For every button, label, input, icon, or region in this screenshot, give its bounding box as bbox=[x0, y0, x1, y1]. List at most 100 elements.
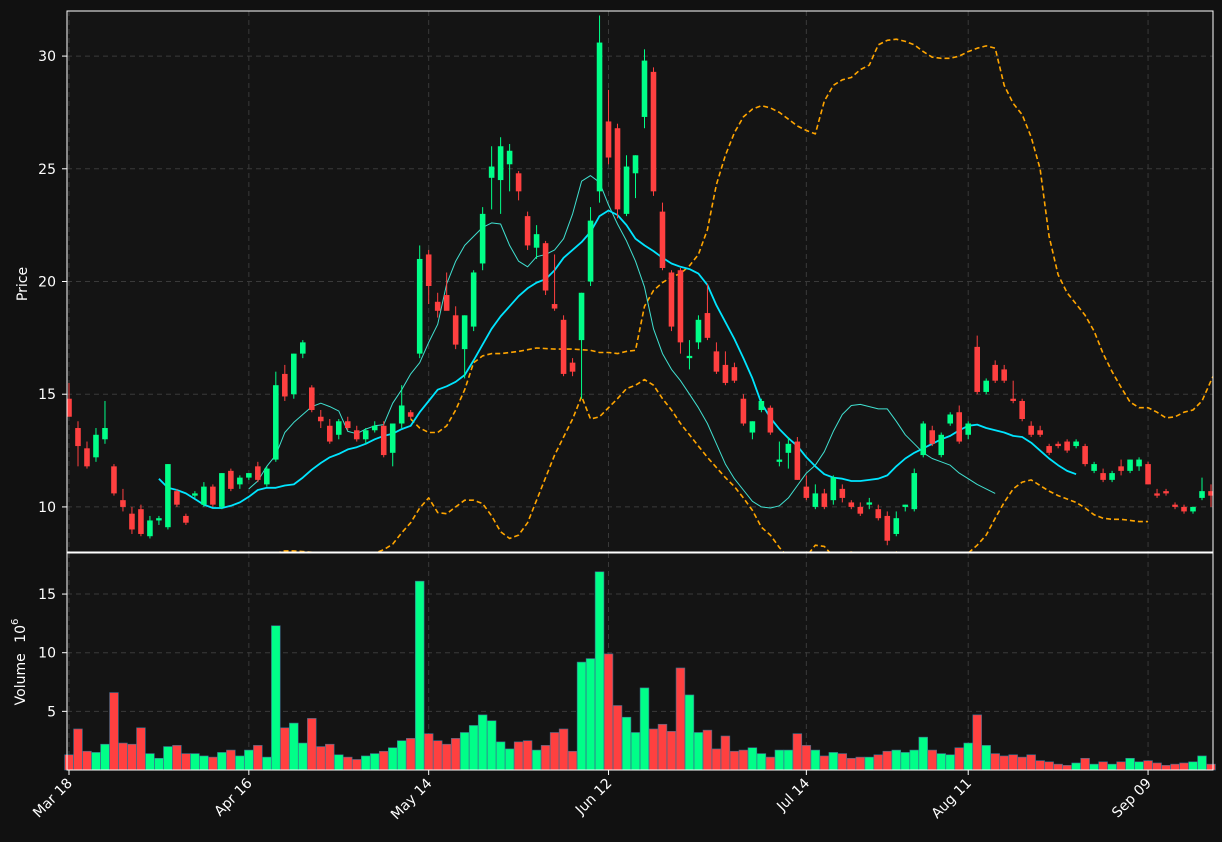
volume-bar bbox=[729, 750, 740, 771]
candle-body bbox=[740, 398, 747, 424]
candle-body bbox=[731, 367, 738, 381]
volume-bar bbox=[567, 750, 578, 771]
volume-ylabel-exponent-power: 6 bbox=[10, 619, 21, 625]
candle-body bbox=[515, 173, 522, 192]
candle-body bbox=[120, 500, 126, 507]
candle-body bbox=[1037, 430, 1043, 435]
candle-body bbox=[713, 351, 720, 372]
candle-body bbox=[650, 71, 657, 192]
volume-bar bbox=[1017, 756, 1027, 771]
volume-bar bbox=[468, 725, 479, 771]
volume-bar bbox=[154, 757, 164, 771]
candle-body bbox=[947, 414, 954, 424]
candle-body bbox=[1127, 459, 1133, 471]
candle-body bbox=[228, 470, 234, 489]
candle-body bbox=[156, 518, 162, 521]
candle-body bbox=[506, 150, 513, 165]
volume-bar bbox=[882, 750, 892, 771]
volume-bar bbox=[765, 756, 776, 771]
volume-bar bbox=[945, 754, 955, 771]
volume-bar bbox=[909, 749, 919, 771]
candle-body bbox=[749, 421, 756, 433]
volume-bar bbox=[531, 749, 542, 771]
volume-bar bbox=[1197, 755, 1207, 771]
volume-bar bbox=[1152, 762, 1162, 771]
candle-body bbox=[1082, 446, 1088, 465]
candle-body bbox=[452, 315, 459, 345]
price-panel: 10 15 20 25 30 Price bbox=[15, 10, 1214, 553]
volume-bar bbox=[1026, 754, 1036, 771]
candle-body bbox=[938, 434, 945, 456]
candle-body bbox=[147, 520, 153, 537]
candle-body bbox=[767, 407, 774, 433]
volume-bar bbox=[1161, 765, 1171, 771]
volume-bar bbox=[720, 735, 731, 771]
volume-bar bbox=[792, 733, 803, 771]
volume-bar bbox=[702, 729, 713, 771]
volume-bar bbox=[397, 740, 407, 771]
volume-bar bbox=[190, 753, 200, 771]
volume-bar bbox=[558, 728, 569, 771]
volume-bar bbox=[307, 718, 317, 771]
candle-body bbox=[1001, 369, 1007, 381]
candle-body bbox=[398, 405, 405, 424]
candle-body bbox=[371, 425, 378, 431]
price-y-ticks: 10 15 20 25 30 bbox=[38, 49, 67, 516]
volume-bar bbox=[810, 749, 821, 771]
candle-body bbox=[533, 234, 540, 248]
candle-body bbox=[785, 443, 792, 453]
candle-body bbox=[839, 488, 846, 498]
volume-bar bbox=[549, 732, 560, 771]
volume-bar bbox=[828, 752, 839, 771]
candle-body bbox=[983, 380, 989, 392]
candle-body bbox=[569, 362, 576, 372]
volume-bar bbox=[711, 748, 722, 771]
volume-bar bbox=[756, 753, 767, 771]
candle-body bbox=[183, 515, 189, 523]
candle-body bbox=[1172, 504, 1178, 507]
volume-bar bbox=[414, 580, 425, 771]
volume-bar bbox=[648, 728, 659, 771]
price-ytick-label: 15 bbox=[38, 387, 56, 403]
volume-bar bbox=[1062, 765, 1072, 771]
candle-body bbox=[353, 430, 360, 440]
volume-bar bbox=[298, 742, 308, 771]
volume-bar bbox=[603, 653, 614, 771]
candle-body bbox=[1010, 398, 1016, 401]
volume-bar bbox=[900, 752, 910, 771]
volume-bar bbox=[325, 743, 335, 771]
candle-body bbox=[704, 313, 711, 338]
volume-bar bbox=[855, 756, 866, 771]
volume-bar bbox=[621, 716, 632, 771]
candle-body bbox=[830, 477, 837, 501]
volume-bar bbox=[1098, 761, 1108, 771]
candle-body bbox=[542, 243, 549, 291]
candle-body bbox=[1028, 425, 1034, 435]
volume-bar bbox=[540, 745, 551, 771]
volume-bar bbox=[801, 745, 812, 771]
candle-body bbox=[416, 258, 423, 354]
volume-bar bbox=[181, 753, 191, 771]
volume-bar bbox=[1008, 754, 1018, 771]
candle-body bbox=[470, 272, 477, 327]
volume-bar bbox=[486, 720, 497, 771]
volume-panel-frame bbox=[66, 552, 1214, 771]
candle-body bbox=[884, 515, 891, 541]
volume-bar bbox=[136, 727, 146, 771]
candle-body bbox=[776, 459, 783, 462]
candle-body bbox=[479, 213, 486, 264]
candle-body bbox=[587, 220, 594, 282]
volume-bar bbox=[235, 755, 245, 771]
volume-bar bbox=[361, 755, 371, 771]
candle-body bbox=[1046, 446, 1052, 453]
price-panel-frame bbox=[66, 10, 1214, 553]
candle-body bbox=[210, 486, 216, 505]
candle-body bbox=[1055, 443, 1061, 447]
volume-bar bbox=[199, 755, 209, 771]
volume-bar bbox=[891, 749, 901, 771]
candle-body bbox=[461, 315, 468, 350]
candle-body bbox=[497, 146, 504, 181]
volume-bar bbox=[1116, 761, 1126, 771]
price-ytick-label: 10 bbox=[38, 500, 56, 516]
candle-body bbox=[111, 466, 117, 494]
